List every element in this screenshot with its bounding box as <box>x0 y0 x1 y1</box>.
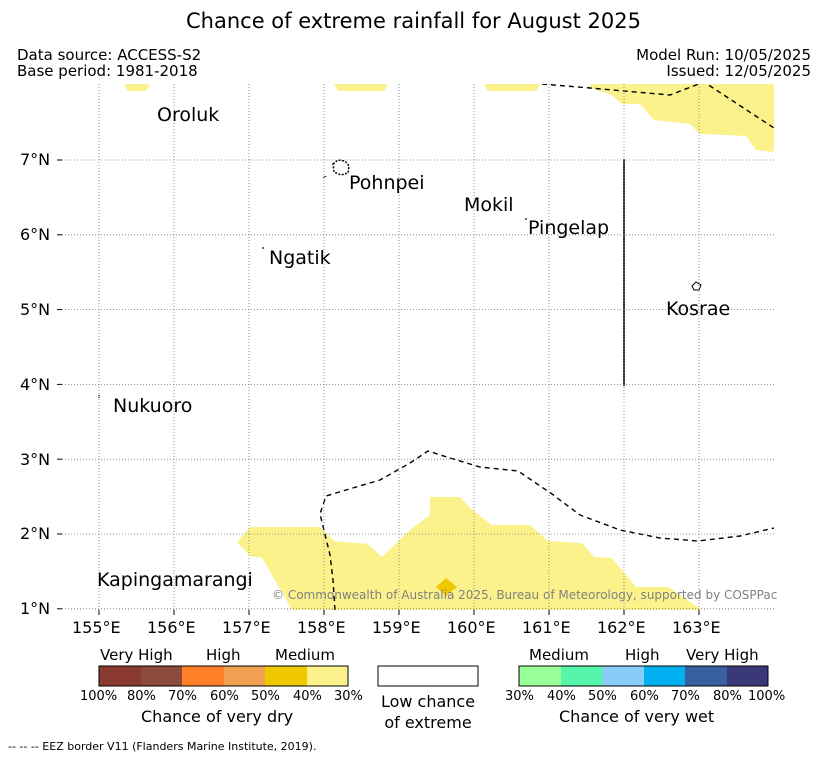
lon-label-162e: 162°E <box>597 618 646 637</box>
eez-border-lines <box>319 84 774 610</box>
place-pohnpei: Pohnpei <box>349 172 425 194</box>
dry-pct-70: 70% <box>168 689 197 704</box>
wet-bin-6 <box>727 666 768 686</box>
eez-footnote: -- -- -- EEZ border V11 (Flanders Marine… <box>8 740 317 753</box>
dry-bin-5 <box>265 666 307 686</box>
ngatik-atoll <box>262 247 264 249</box>
lat-label-4n: 4°N <box>20 375 51 394</box>
dry-bin-1 <box>99 666 141 686</box>
wet-pct-50: 50% <box>588 689 617 704</box>
wet-cat-very-high: Very High <box>686 646 759 664</box>
wet-pct-80: 80% <box>713 689 742 704</box>
kosrae-island <box>691 281 702 291</box>
wet-bin-2 <box>561 666 602 686</box>
lat-label-5n: 5°N <box>20 300 51 319</box>
copyright-credit: © Commonwealth of Australia 2025, Bureau… <box>272 588 778 602</box>
place-kapingamarangi: Kapingamarangi <box>97 569 253 591</box>
lon-label-160e: 160°E <box>447 618 496 637</box>
medium-dry-region-north <box>124 84 774 152</box>
dry-legend <box>98 665 349 687</box>
dry-legend-caption: Chance of very dry <box>141 707 294 726</box>
lon-label-161e: 161°E <box>522 618 571 637</box>
dry-bin-2 <box>141 666 182 686</box>
lon-label-159e: 159°E <box>372 618 421 637</box>
place-nukuoro: Nukuoro <box>113 395 193 417</box>
islands <box>98 159 702 398</box>
neutral-legend-line1: Low chance <box>380 692 476 711</box>
wet-pct-30: 30% <box>505 689 534 704</box>
lat-label-6n: 6°N <box>20 225 51 244</box>
issued-date: Issued: 12/05/2025 <box>666 62 811 80</box>
wet-bin-1 <box>519 666 561 686</box>
dry-cat-very-high: Very High <box>100 646 173 664</box>
neutral-legend-line2: of extreme <box>384 713 472 732</box>
model-run: Model Run: 10/05/2025 <box>636 46 811 64</box>
wet-pct-70: 70% <box>671 689 700 704</box>
dry-bin-3 <box>182 666 224 686</box>
lon-label-163e: 163°E <box>672 618 721 637</box>
lon-label-158e: 158°E <box>297 618 346 637</box>
high-dry-patch <box>436 578 457 596</box>
lon-label-155e: 155°E <box>72 618 121 637</box>
place-ngatik: Ngatik <box>269 247 331 269</box>
dry-pct-30: 30% <box>334 689 363 704</box>
data-source: Data source: ACCESS-S2 <box>17 46 202 64</box>
place-kosrae: Kosrae <box>666 298 731 320</box>
lon-label-157e: 157°E <box>222 618 271 637</box>
lat-label-3n: 3°N <box>20 450 51 469</box>
wet-bin-3 <box>602 666 644 686</box>
dry-cat-medium: Medium <box>275 646 335 664</box>
wet-cat-medium: Medium <box>529 646 589 664</box>
place-pingelap: Pingelap <box>528 217 610 239</box>
graticule <box>62 84 774 610</box>
dry-pct-80: 80% <box>127 689 156 704</box>
medium-dry-region-south <box>237 497 702 610</box>
lon-label-156e: 156°E <box>147 618 196 637</box>
dry-pct-50: 50% <box>251 689 280 704</box>
wet-legend <box>518 665 769 687</box>
lat-label-1n: 1°N <box>20 599 51 618</box>
wet-pct-60: 60% <box>630 689 659 704</box>
wet-pct-100: 100% <box>748 689 786 704</box>
lat-label-7n: 7°N <box>20 150 51 169</box>
lat-label-2n: 2°N <box>20 524 51 543</box>
dry-pct-40: 40% <box>293 689 322 704</box>
dry-bin-6 <box>307 666 348 686</box>
pohnpei-eez-mark <box>322 175 327 179</box>
wet-legend-caption: Chance of very wet <box>559 707 715 726</box>
wet-cat-high: High <box>625 646 660 664</box>
dry-bin-4 <box>224 666 265 686</box>
wet-bin-4 <box>644 666 685 686</box>
dry-pct-60: 60% <box>210 689 239 704</box>
place-oroluk: Oroluk <box>157 104 220 126</box>
pohnpei-island <box>332 159 350 176</box>
wet-bin-5 <box>685 666 727 686</box>
wet-pct-40: 40% <box>547 689 576 704</box>
base-period: Base period: 1981-2018 <box>17 62 198 80</box>
place-mokil: Mokil <box>464 194 514 216</box>
map-title: Chance of extreme rainfall for August 20… <box>186 9 641 33</box>
neutral-legend-box <box>377 665 479 687</box>
dry-cat-high: High <box>206 646 241 664</box>
dry-pct-100: 100% <box>80 689 118 704</box>
mokil-atoll <box>525 218 527 220</box>
axis-ticks <box>57 159 700 615</box>
